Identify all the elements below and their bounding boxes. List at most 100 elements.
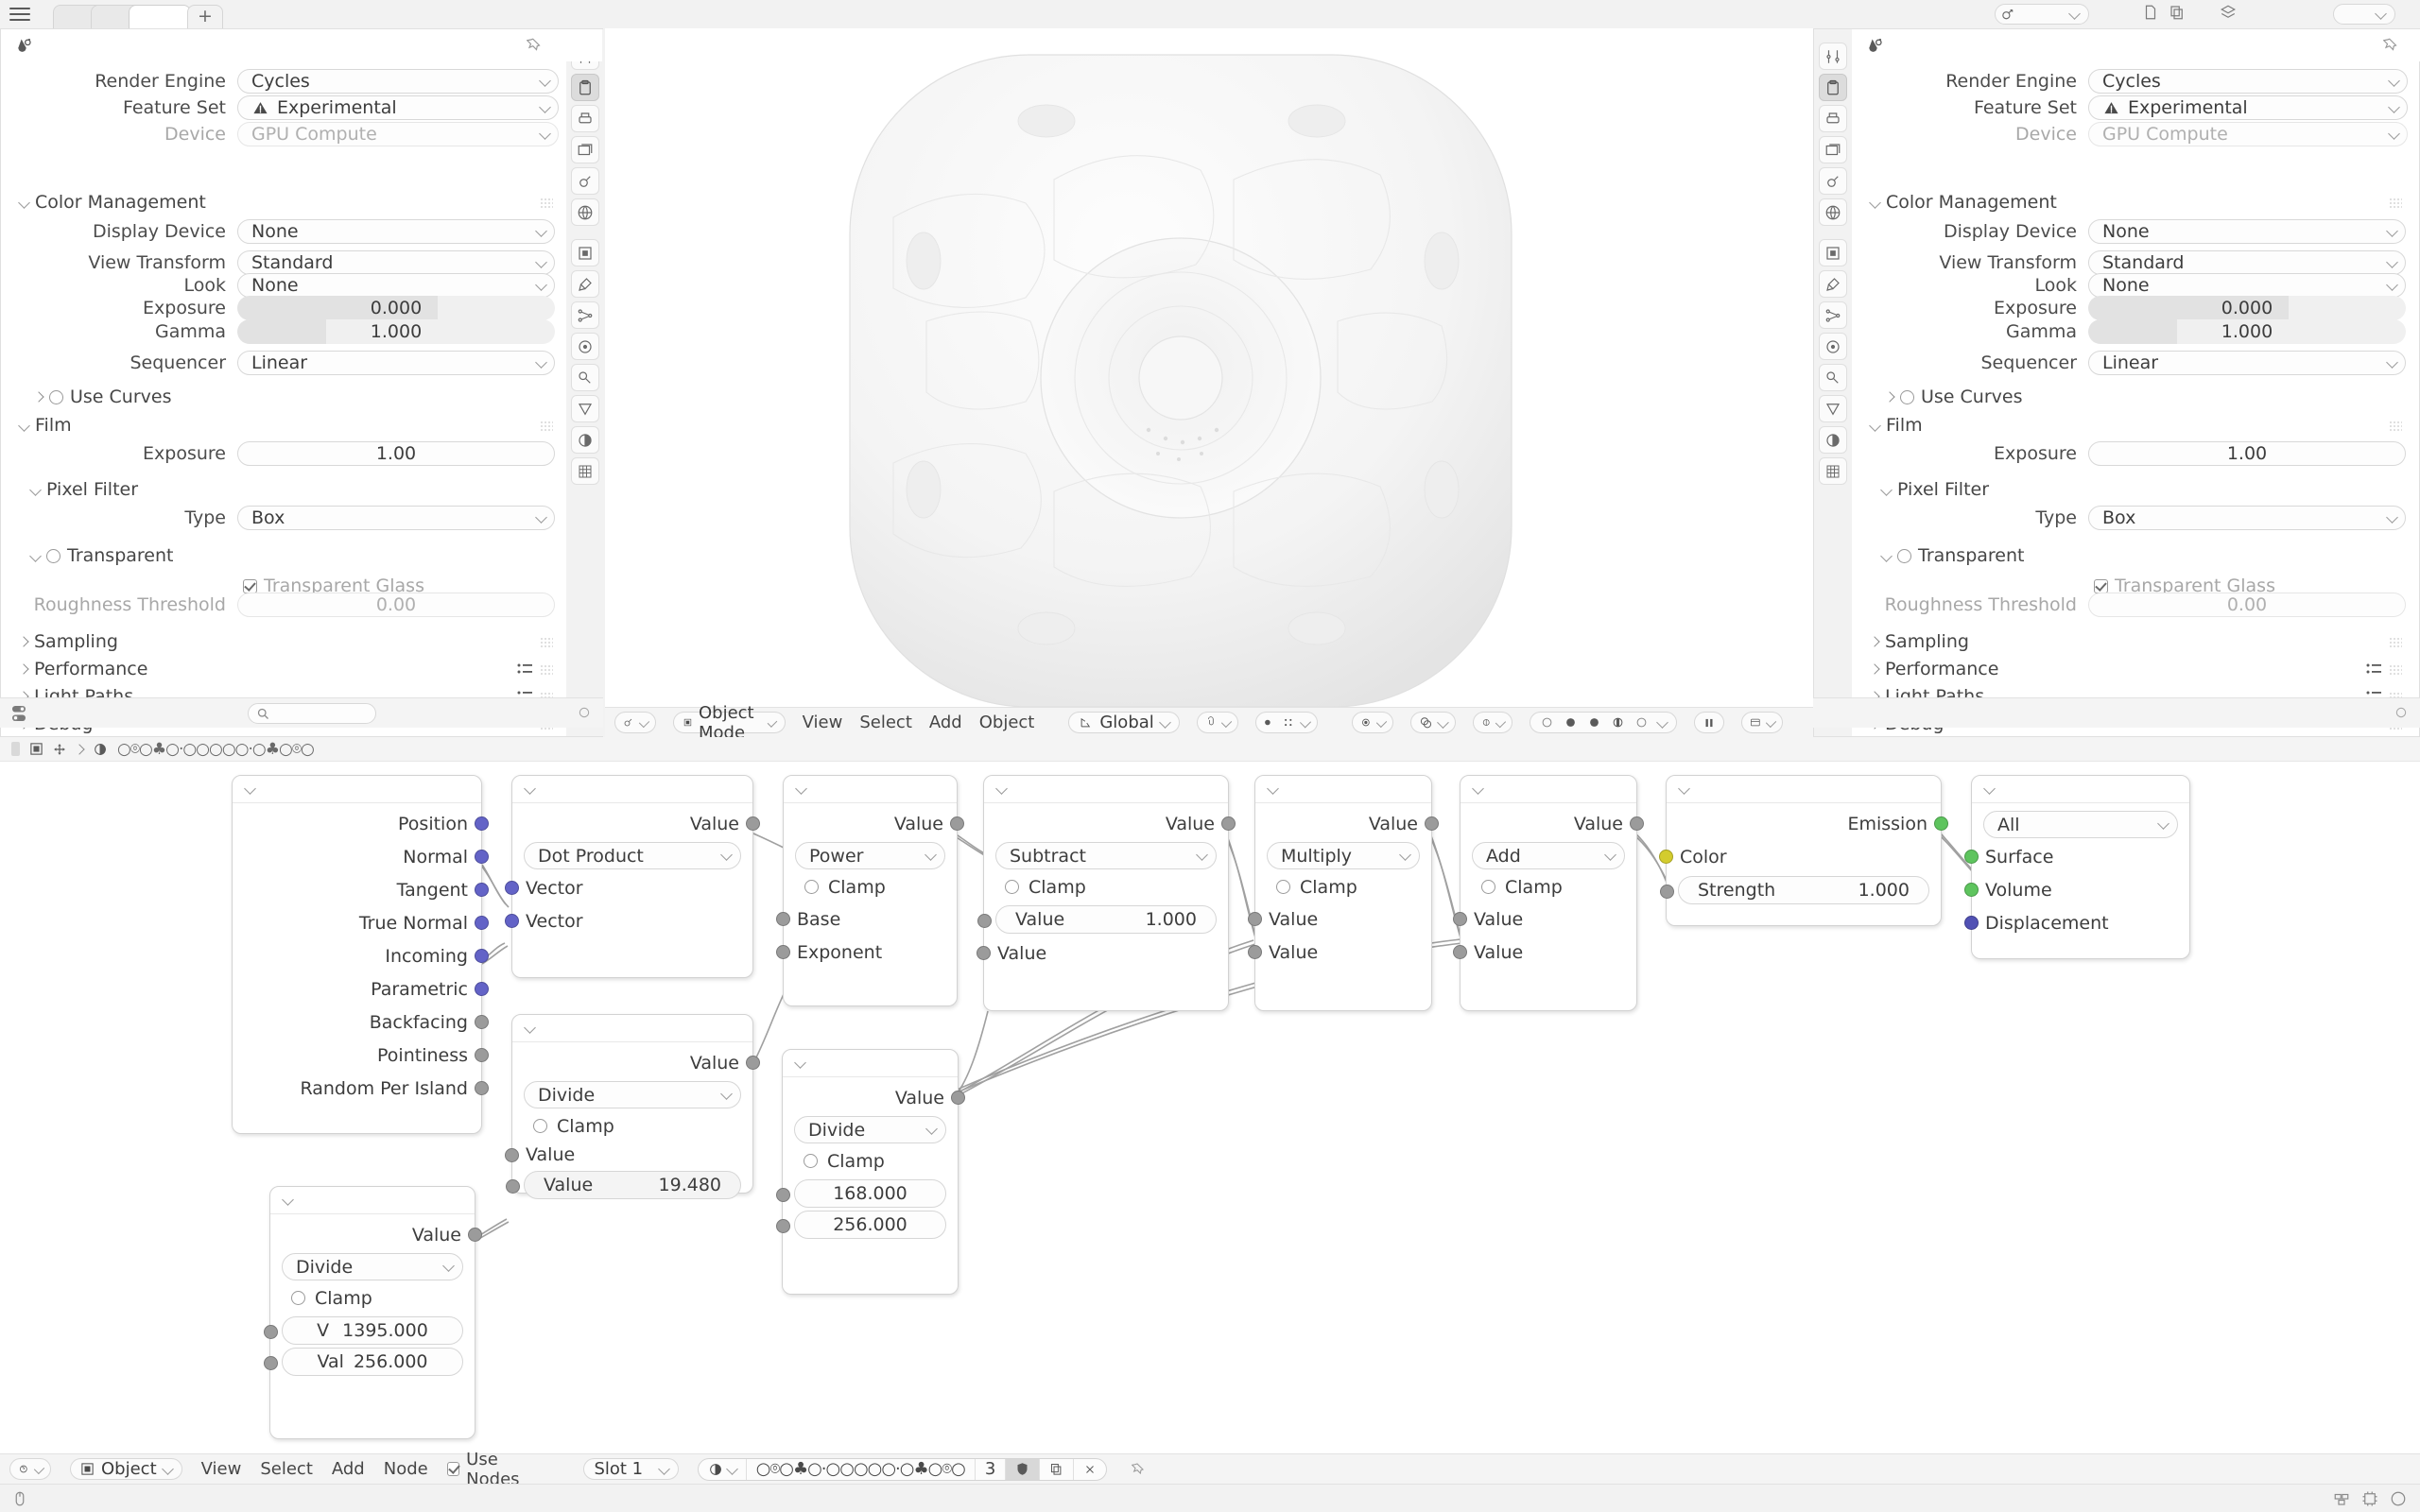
render-engine-select[interactable]: Cycles	[2088, 69, 2408, 94]
feature-set-select[interactable]: Experimental	[237, 95, 559, 120]
input-socket-vector-1[interactable]	[505, 881, 519, 895]
value-field-a[interactable]: 168.000	[776, 1179, 946, 1208]
chevron-down-icon[interactable]	[794, 1057, 806, 1069]
node-header[interactable]	[512, 1015, 752, 1042]
input-socket-vector-2[interactable]	[505, 914, 519, 928]
filter-toggle-icon[interactable]	[9, 702, 36, 725]
constraints-tab-icon[interactable]	[1819, 364, 1847, 391]
input-socket-displacement[interactable]	[1964, 916, 1979, 930]
fake-user-toggle[interactable]	[1006, 1458, 1041, 1480]
exposure-slider[interactable]: 0.000	[237, 296, 555, 320]
output-socket-true-normal[interactable]	[475, 916, 489, 930]
chevron-down-icon[interactable]	[524, 782, 536, 795]
collection-icon[interactable]	[2333, 1490, 2350, 1507]
node-header[interactable]	[1972, 776, 2189, 803]
material-browse-icon[interactable]	[699, 1458, 747, 1480]
feature-set-select[interactable]: Experimental	[2088, 95, 2408, 120]
list-icon[interactable]	[2366, 662, 2381, 676]
use-nodes-toggle[interactable]: Use Nodes	[446, 1450, 546, 1484]
output-socket-emission[interactable]	[1934, 816, 1948, 831]
shading-mode-group[interactable]	[1530, 712, 1678, 733]
node-math-add[interactable]: Value Add Clamp Value Value	[1453, 775, 1644, 1011]
input-socket-surface[interactable]	[1964, 850, 1979, 864]
render-tab-icon[interactable]	[571, 74, 599, 101]
clamp-row[interactable]: Clamp	[1255, 871, 1431, 902]
film-section[interactable]: Film	[18, 415, 72, 436]
input-socket-value-a[interactable]	[1453, 912, 1467, 926]
view-transform-select[interactable]: Standard	[2088, 250, 2406, 275]
clamp-checkbox[interactable]	[804, 880, 819, 894]
chevron-down-icon[interactable]	[1267, 782, 1279, 795]
material-users-count[interactable]: 3	[976, 1458, 1007, 1480]
output-socket-normal[interactable]	[475, 850, 489, 864]
workspace-tab-3[interactable]	[129, 5, 191, 28]
output-socket-value[interactable]	[950, 816, 964, 831]
filter-type-select[interactable]: Box	[237, 506, 555, 530]
view-layer-icon[interactable]	[2220, 4, 2240, 25]
node-header[interactable]	[784, 776, 957, 803]
render-tab-icon[interactable]	[1819, 74, 1847, 101]
chevron-down-icon[interactable]	[524, 1022, 536, 1034]
app-menu-icon[interactable]	[9, 8, 30, 22]
output-socket-value[interactable]	[468, 1228, 482, 1242]
material-name-field[interactable]: ○⌾○♣○·○○○○○·○♣○⌾○	[747, 1458, 976, 1480]
clamp-checkbox[interactable]	[533, 1119, 547, 1133]
node-material-output[interactable]: All Surface Volume Displacement	[1964, 775, 2190, 959]
viewport-options-button[interactable]	[1741, 712, 1784, 733]
input-socket-value-b[interactable]	[1248, 945, 1262, 959]
target-dropdown[interactable]: All	[1983, 811, 2178, 838]
scene-tab-icon[interactable]	[571, 167, 599, 195]
sampling-section[interactable]: Sampling	[1869, 631, 1969, 652]
chevron-down-icon[interactable]	[995, 782, 1008, 795]
node-header[interactable]	[984, 776, 1228, 803]
input-socket-value-b[interactable]	[506, 1179, 520, 1194]
operation-dropdown[interactable]: Divide	[282, 1253, 463, 1280]
node-math-subtract[interactable]: Value Subtract Clamp Value 1.000 Value	[977, 775, 1236, 1011]
transparent-checkbox[interactable]	[1897, 548, 1911, 563]
node-header[interactable]	[1461, 776, 1636, 803]
node-math-multiply[interactable]: Value Multiply Clamp Value Value	[1248, 775, 1439, 1011]
data-tab-icon[interactable]	[571, 395, 599, 422]
node-menu-node[interactable]: Node	[383, 1459, 428, 1479]
3d-viewport[interactable]: Object Mode View Select Add Object Globa…	[605, 28, 1813, 737]
gamma-slider[interactable]: 1.000	[237, 319, 555, 344]
look-select[interactable]: None	[237, 273, 555, 298]
object-tab-icon[interactable]	[571, 239, 599, 266]
use-nodes-checkbox[interactable]	[446, 1462, 460, 1476]
output-socket-value[interactable]	[746, 816, 760, 831]
xray-toggle[interactable]	[1473, 712, 1513, 733]
output-socket-value[interactable]	[1221, 816, 1236, 831]
snap-toggle[interactable]	[1196, 712, 1238, 733]
material-tab-icon[interactable]	[1819, 426, 1847, 454]
clamp-checkbox[interactable]	[1276, 880, 1290, 894]
output-tab-icon[interactable]	[1819, 105, 1847, 132]
viewport-menu-view[interactable]: View	[802, 713, 843, 732]
properties-options-icon[interactable]	[2394, 705, 2409, 720]
gamma-slider[interactable]: 1.000	[2088, 319, 2406, 344]
clamp-row[interactable]: Clamp	[512, 1110, 752, 1142]
node-math-divide-2[interactable]: Value Divide Clamp 168.000 256.000	[776, 1049, 965, 1295]
sequencer-select[interactable]: Linear	[237, 351, 555, 375]
clamp-checkbox[interactable]	[291, 1291, 305, 1305]
scroll-handle[interactable]	[11, 742, 20, 756]
view-layer-tab-icon[interactable]	[571, 136, 599, 163]
input-socket-volume[interactable]	[1964, 883, 1979, 897]
render-pause-button[interactable]	[1694, 712, 1725, 733]
output-socket-random-per-island[interactable]	[475, 1081, 489, 1095]
node-header[interactable]	[783, 1050, 958, 1077]
transparent-glass-checkbox[interactable]	[2094, 578, 2108, 593]
clamp-row[interactable]: Clamp	[784, 871, 957, 902]
texture-tab-icon[interactable]	[571, 457, 599, 485]
modifier-tab-icon[interactable]	[1819, 270, 1847, 298]
display-device-select[interactable]: None	[2088, 219, 2406, 244]
drag-dots[interactable]	[2389, 421, 2402, 432]
operation-dropdown[interactable]: Subtract	[995, 842, 1217, 869]
value-field-a[interactable]: Value 1.000	[977, 905, 1217, 934]
operation-dropdown[interactable]: Power	[795, 842, 945, 869]
constraints-tab-icon[interactable]	[571, 364, 599, 391]
look-select[interactable]: None	[2088, 273, 2406, 298]
transparent-section[interactable]: Transparent	[29, 545, 174, 566]
clamp-checkbox[interactable]	[804, 1154, 818, 1168]
transparent-checkbox[interactable]	[46, 548, 60, 563]
node-header[interactable]	[1667, 776, 1941, 803]
